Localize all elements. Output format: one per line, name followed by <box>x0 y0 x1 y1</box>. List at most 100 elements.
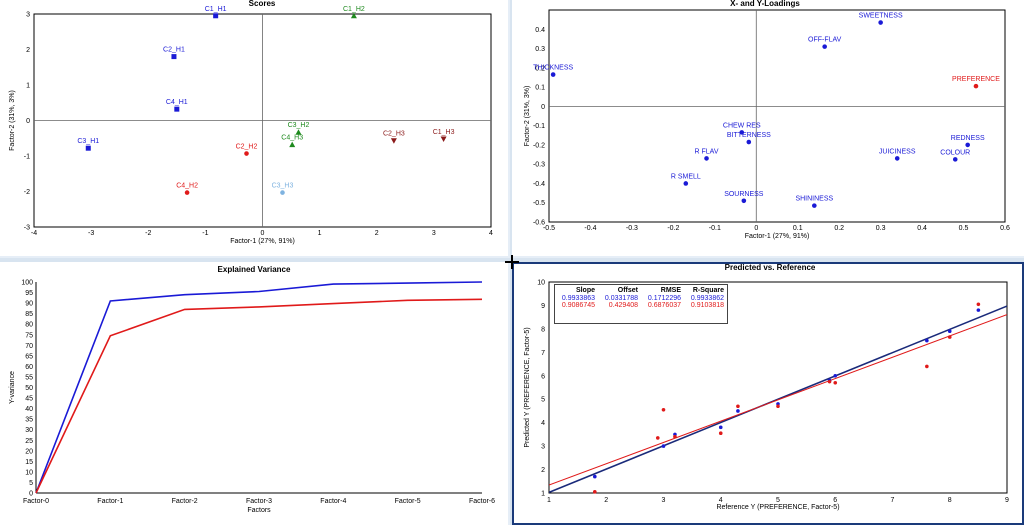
x-tick-label: 0 <box>754 225 758 232</box>
x-tick-label: 0.6 <box>1000 225 1010 232</box>
y-axis-label: Factor-2 (31%, 3%) <box>524 86 531 147</box>
x-tick-label: 2 <box>375 230 379 237</box>
score-point <box>174 106 180 112</box>
x-axis-label: Factor-1 (27%, 91%) <box>230 238 295 245</box>
prediction-point <box>776 404 780 409</box>
loading-point <box>704 156 709 161</box>
loading-point <box>683 181 689 186</box>
y-axis-label: Factor-2 (31%, 3%) <box>9 90 16 151</box>
chart-title: X- and Y-Loadings <box>730 0 800 8</box>
y-tick-label: 0.4 <box>535 27 545 34</box>
prediction-point <box>833 381 838 385</box>
y-tick-label: 30 <box>25 427 33 434</box>
regression-line <box>549 305 1007 493</box>
score-point <box>280 190 285 195</box>
prediction-point <box>736 409 740 413</box>
x-tick-label: 8 <box>948 497 952 504</box>
y-tick-label: 95 <box>25 290 33 297</box>
score-point <box>213 13 219 19</box>
stats-cell: 0.9086745 <box>561 302 595 309</box>
loading-point <box>894 156 900 161</box>
score-point-label: C1_H1 <box>205 6 227 13</box>
x-tick-label: 1 <box>547 497 551 504</box>
y-tick-label: 0 <box>541 104 545 111</box>
prediction-point <box>947 329 952 334</box>
stats-header-offset: Offset <box>617 287 638 294</box>
y-tick-label: 40 <box>25 406 33 413</box>
loading-point-label: R FLAV <box>695 148 719 155</box>
y-tick-label: -0.4 <box>533 181 545 188</box>
stats-header-row: Slope Offset RMSE R-Square <box>555 285 727 295</box>
y-tick-label: 1 <box>541 491 545 498</box>
score-point-label: C4_H1 <box>166 99 188 106</box>
x-tick-label: -0.2 <box>667 225 679 232</box>
loading-point-label: REDNESS <box>951 135 985 142</box>
x-tick-label: 2 <box>604 497 608 504</box>
x-tick-label: Factor-5 <box>395 498 421 505</box>
x-axis-label: Reference Y (PREFERENCE, Factor-5) <box>716 504 839 511</box>
y-tick-label: 20 <box>25 448 33 455</box>
y-tick-label: 45 <box>25 396 33 403</box>
prediction-point <box>947 335 952 339</box>
stats-cell: 0.9933862 <box>690 295 724 302</box>
loading-point <box>973 83 979 89</box>
loading-point <box>739 130 745 135</box>
loading-point-label: R SMELL <box>671 173 701 180</box>
score-point-label: C4_H3 <box>281 135 303 142</box>
loading-point <box>746 139 752 145</box>
y-axis-label: Y-variance <box>9 371 16 404</box>
prediction-point <box>661 407 666 412</box>
x-axis-label: Factor-1 (27%, 91%) <box>745 233 810 240</box>
prediction-point <box>833 373 838 378</box>
prediction-point <box>593 490 597 494</box>
score-point-label: C1_H2 <box>343 6 365 13</box>
y-tick-label: 35 <box>25 417 33 424</box>
regression-line <box>549 314 1007 486</box>
y-tick-label: 5 <box>541 397 545 404</box>
scores-plot-panel[interactable]: Scores Factor-1 (27%, 91%) Factor-2 (31%, … <box>0 0 510 258</box>
stats-cell: 0.9103818 <box>690 302 724 309</box>
y-tick-label: 50 <box>25 385 33 392</box>
y-tick-label: -0.3 <box>533 162 545 169</box>
chart-title: Predicted vs. Reference <box>725 263 816 272</box>
prediction-point <box>718 431 723 436</box>
stats-row-red: 0.9086745 0.429408 0.6876037 0.9103818 <box>555 302 727 309</box>
y-tick-label: 100 <box>21 280 33 287</box>
y-tick-label: 85 <box>25 311 33 318</box>
plot-frame <box>548 281 1008 494</box>
x-tick-label: -0.4 <box>584 225 596 232</box>
y-tick-label: 5 <box>29 480 33 487</box>
score-point-label: C2_H1 <box>163 47 185 54</box>
y-tick-label: -0.2 <box>533 142 545 149</box>
stats-cell: 0.429408 <box>608 302 638 309</box>
score-point <box>440 136 447 142</box>
y-tick-label: -1 <box>24 154 30 161</box>
score-point <box>289 141 296 148</box>
y-tick-label: 8 <box>541 326 545 333</box>
y-tick-label: 70 <box>25 343 33 350</box>
loading-point <box>822 44 827 49</box>
loading-point <box>965 142 970 148</box>
y-tick-label: 2 <box>541 467 545 474</box>
loadings-plot-panel[interactable]: X- and Y-Loadings Factor-1 (27%, 91%) Fact… <box>512 0 1024 258</box>
y-tick-label: -0.6 <box>533 220 545 227</box>
explained-variance-panel[interactable]: Explained Variance Factors Y-variance Facto… <box>0 262 510 525</box>
stats-cell: 0.1712296 <box>647 295 681 302</box>
x-tick-label: Factor-6 <box>469 498 495 505</box>
prediction-point <box>976 308 981 312</box>
x-tick-label: -2 <box>145 230 151 237</box>
y-tick-label: 3 <box>26 12 30 19</box>
x-tick-label: 9 <box>1005 497 1009 504</box>
predicted-vs-reference-panel[interactable]: Predicted vs. Reference Reference Y (PREF… <box>512 262 1024 525</box>
variance-line <box>35 298 483 494</box>
x-tick-label: 0.4 <box>917 225 927 232</box>
x-tick-label: Factor-4 <box>320 498 346 505</box>
x-tick-label: -1 <box>202 230 208 237</box>
x-tick-label: Factor-3 <box>246 498 272 505</box>
y-tick-label: 60 <box>25 364 33 371</box>
score-point <box>350 12 357 19</box>
stats-header-rsquare: R-Square <box>692 287 724 294</box>
y-tick-label: -0.5 <box>533 200 545 207</box>
score-point-label: C3_H3 <box>272 183 294 190</box>
x-tick-label: 4 <box>719 497 723 504</box>
